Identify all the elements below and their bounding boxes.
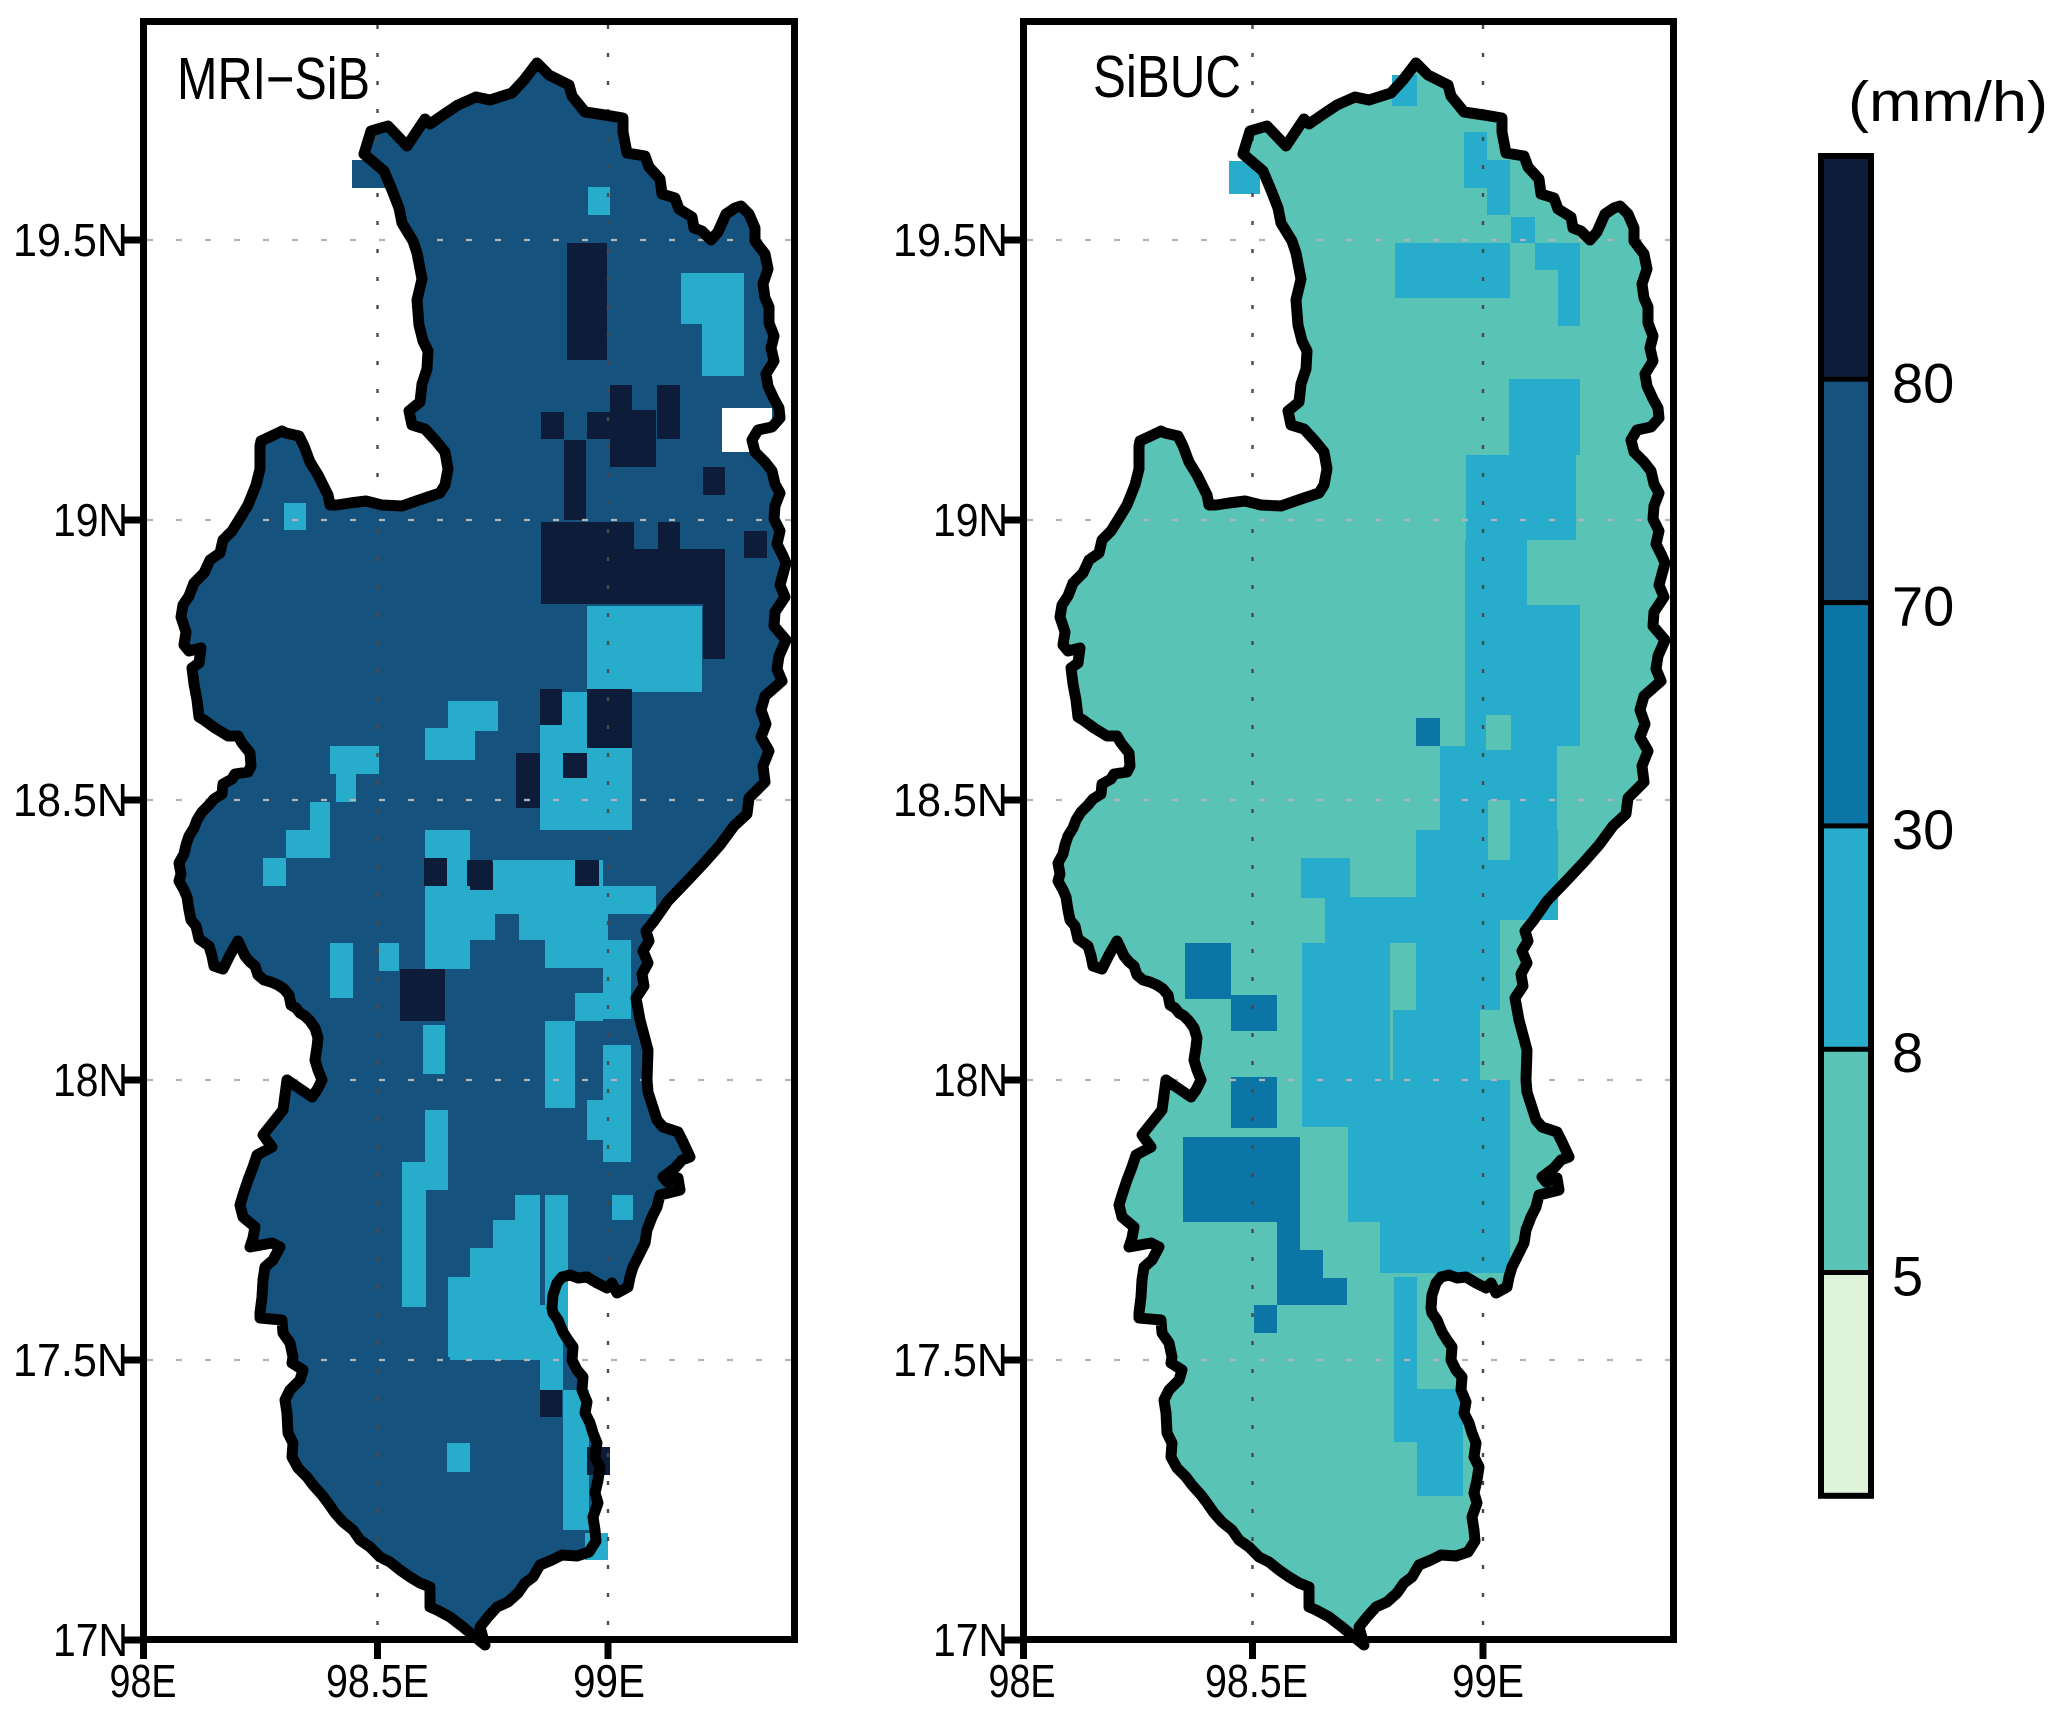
svg-text:18.5N: 18.5N xyxy=(13,774,128,826)
svg-text:18N: 18N xyxy=(53,1054,128,1106)
svg-text:17.5N: 17.5N xyxy=(13,1334,128,1386)
svg-text:98E: 98E xyxy=(110,1655,177,1707)
svg-text:19N: 19N xyxy=(53,494,128,546)
svg-text:18N: 18N xyxy=(933,1054,1008,1106)
svg-text:99E: 99E xyxy=(1452,1655,1524,1707)
svg-text:30: 30 xyxy=(1892,798,1954,861)
svg-text:17.5N: 17.5N xyxy=(893,1334,1008,1386)
svg-text:19.5N: 19.5N xyxy=(13,214,128,266)
svg-text:17N: 17N xyxy=(53,1614,128,1666)
svg-text:98.5E: 98.5E xyxy=(326,1655,429,1707)
svg-text:18.5N: 18.5N xyxy=(893,774,1008,826)
svg-text:19N: 19N xyxy=(933,494,1008,546)
svg-text:19.5N: 19.5N xyxy=(893,214,1008,266)
svg-text:17N: 17N xyxy=(933,1614,1008,1666)
svg-text:MRI−SiB: MRI−SiB xyxy=(177,46,370,112)
svg-text:8: 8 xyxy=(1892,1021,1923,1084)
svg-text:98.5E: 98.5E xyxy=(1205,1655,1308,1707)
svg-text:SiBUC: SiBUC xyxy=(1093,44,1241,110)
svg-text:99E: 99E xyxy=(573,1655,645,1707)
svg-text:80: 80 xyxy=(1892,351,1954,414)
svg-text:(mm/h): (mm/h) xyxy=(1848,70,2048,134)
svg-text:5: 5 xyxy=(1892,1245,1923,1308)
svg-text:98E: 98E xyxy=(989,1655,1056,1707)
svg-text:70: 70 xyxy=(1892,575,1954,638)
